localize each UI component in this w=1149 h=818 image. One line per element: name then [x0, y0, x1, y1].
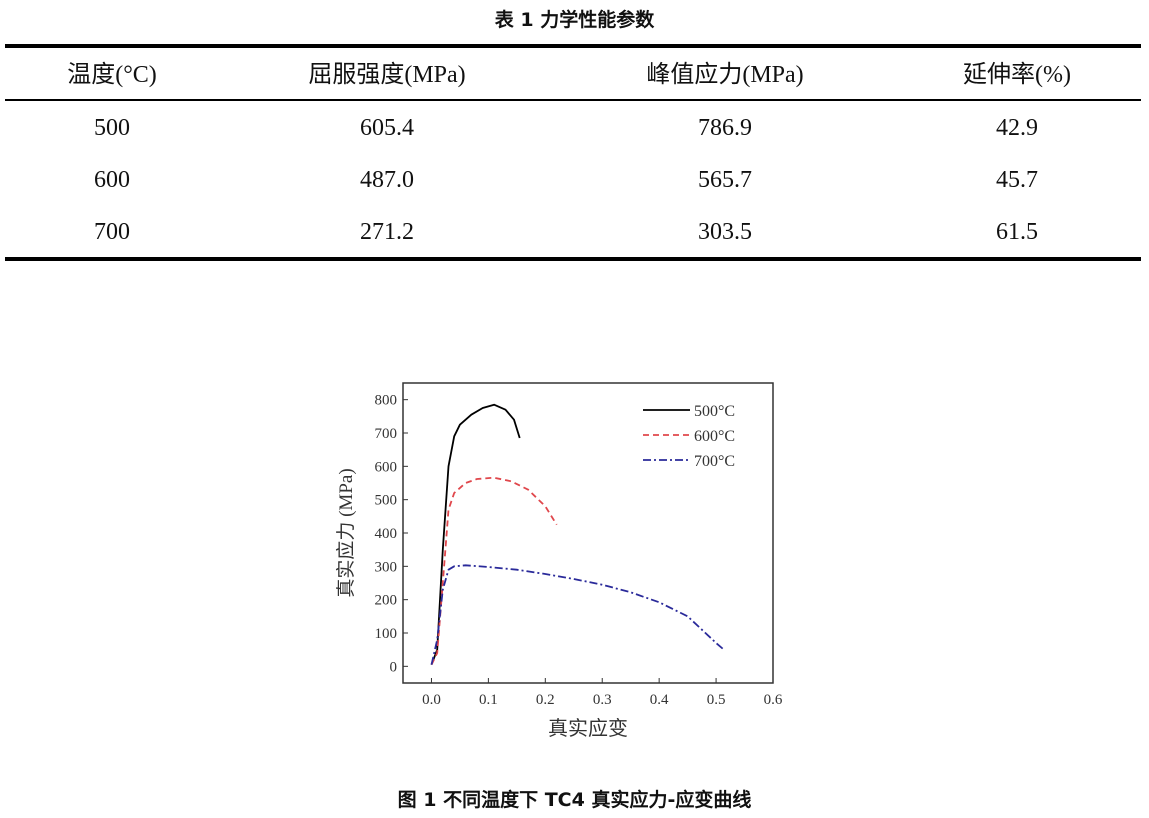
- y-tick-label: 400: [375, 526, 398, 542]
- legend-label: 700°C: [694, 453, 735, 470]
- header-peak-stress: 峰值应力(MPa): [646, 62, 804, 88]
- table-cell: 61.5: [996, 219, 1038, 245]
- table-cell: 500: [94, 115, 130, 141]
- legend-label: 600°C: [694, 428, 735, 445]
- table-top-rule: [5, 44, 1141, 48]
- y-tick-label: 700: [375, 426, 398, 442]
- series-line-600c: [430, 476, 558, 666]
- x-tick-label: 0.3: [593, 692, 612, 708]
- y-tick-label: 0: [390, 659, 398, 675]
- x-axis-label: 真实应变: [548, 717, 628, 740]
- table-cell: 45.7: [996, 167, 1038, 193]
- table-cell: 565.7: [698, 167, 752, 193]
- x-tick-label: 0.4: [650, 692, 669, 708]
- y-tick-label: 300: [375, 559, 398, 575]
- y-tick-label: 600: [375, 459, 398, 475]
- table-title: 表 1 力学性能参数: [494, 9, 655, 31]
- x-tick-label: 0.6: [764, 692, 783, 708]
- y-tick-label: 500: [375, 493, 398, 509]
- table-cell: 487.0: [360, 167, 414, 193]
- table-cell: 271.2: [360, 219, 414, 245]
- table-cell: 786.9: [698, 115, 752, 141]
- header-elongation: 延伸率(%): [963, 62, 1071, 88]
- y-tick-label: 800: [375, 393, 398, 409]
- header-yield-strength: 屈服强度(MPa): [308, 62, 466, 88]
- table-cell: 303.5: [698, 219, 752, 245]
- series-line-500c: [430, 403, 521, 666]
- table-cell: 605.4: [360, 115, 414, 141]
- table-cell: 42.9: [996, 115, 1038, 141]
- header-temperature: 温度(°C): [67, 62, 157, 88]
- figure-caption: 图 1 不同温度下 TC4 真实应力-应变曲线: [397, 789, 752, 811]
- y-axis-label: 真实应力 (MPa): [335, 468, 357, 597]
- table-cell: 700: [94, 219, 130, 245]
- legend-label: 500°C: [694, 403, 735, 420]
- x-tick-label: 0.5: [707, 692, 726, 708]
- table-bottom-rule: [5, 257, 1141, 261]
- x-tick-label: 0.1: [479, 692, 498, 708]
- table-cell: 600: [94, 167, 130, 193]
- table-header-rule: [5, 99, 1141, 101]
- x-tick-label: 0.0: [422, 692, 441, 708]
- x-tick-label: 0.2: [536, 692, 555, 708]
- y-tick-label: 100: [375, 626, 398, 642]
- y-tick-label: 200: [375, 593, 398, 609]
- series-line-700c: [430, 564, 726, 665]
